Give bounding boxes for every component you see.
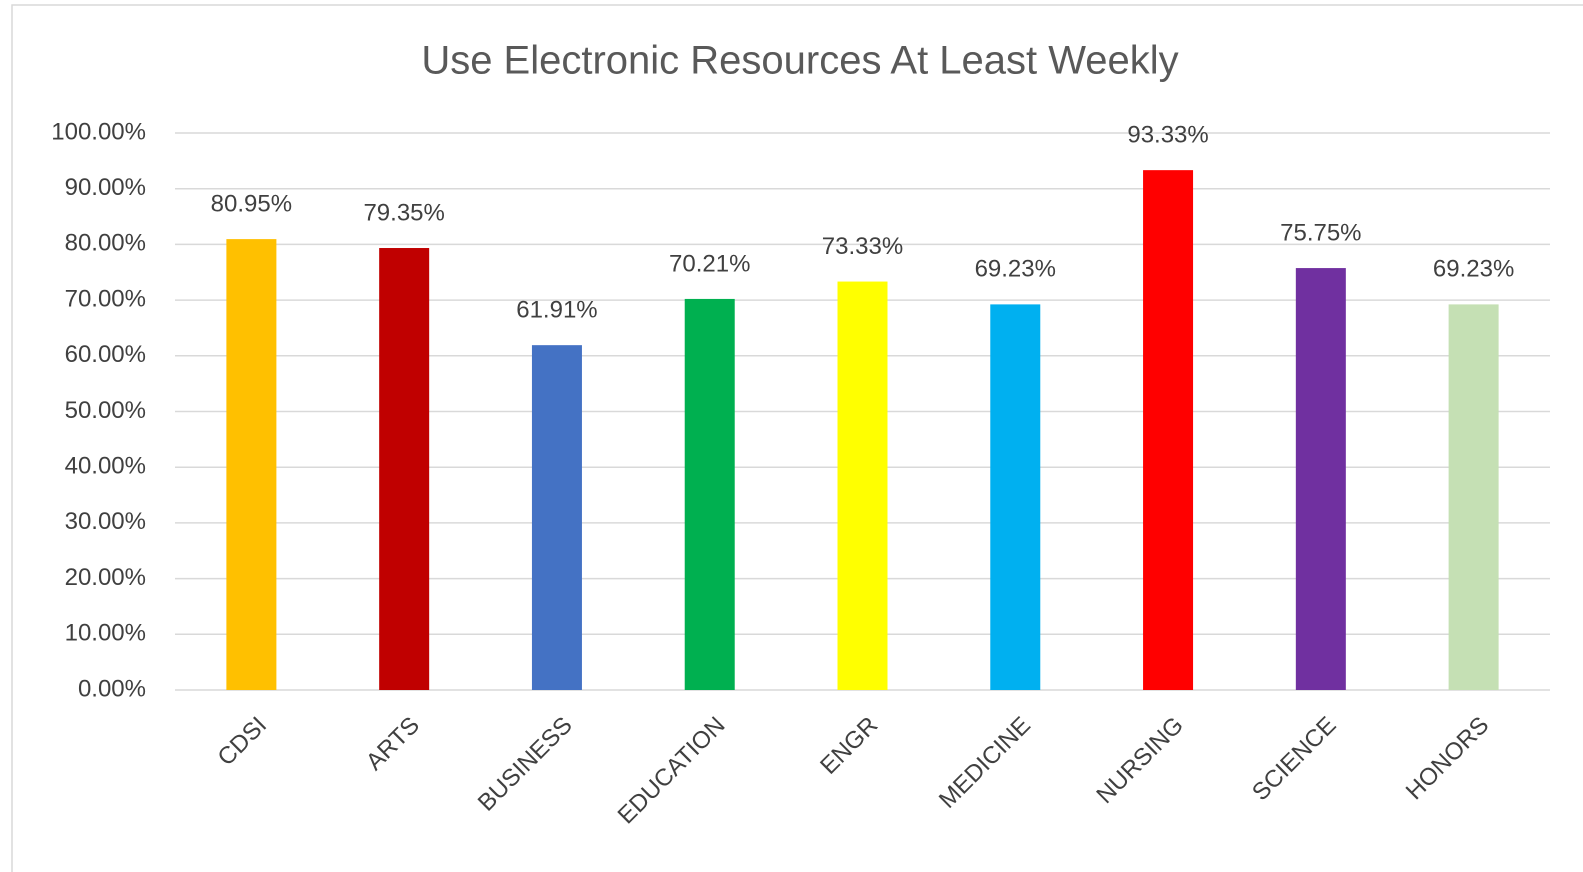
y-tick-label: 20.00% (65, 564, 146, 591)
data-label: 70.21% (669, 250, 750, 277)
data-label: 69.23% (975, 256, 1056, 283)
data-label: 69.23% (1433, 256, 1514, 283)
y-tick-label: 100.00% (51, 118, 146, 145)
bar (379, 248, 430, 690)
x-tick-label: HONORS (1401, 712, 1495, 806)
x-tick-label: MEDICINE (934, 712, 1036, 814)
y-tick-label: 80.00% (65, 230, 146, 257)
y-tick-label: 40.00% (65, 453, 146, 480)
y-tick-label: 90.00% (65, 174, 146, 201)
data-label: 80.95% (211, 190, 292, 217)
bar (226, 239, 277, 690)
x-tick-label: ENGR (815, 712, 883, 780)
x-tick-label: ARTS (361, 712, 425, 776)
x-tick-label: NURSING (1091, 712, 1188, 809)
bar (990, 304, 1041, 690)
data-label: 61.91% (516, 297, 597, 324)
data-label: 75.75% (1280, 219, 1361, 246)
bar (1143, 170, 1194, 690)
x-tick-label: CDSI (212, 712, 272, 772)
x-tick-label: BUSINESS (473, 712, 578, 817)
bar (837, 281, 888, 690)
bar (531, 345, 582, 690)
chart-frame (11, 4, 1583, 872)
y-tick-label: 0.00% (78, 675, 146, 702)
data-label: 93.33% (1127, 121, 1208, 148)
y-tick-label: 60.00% (65, 341, 146, 368)
y-tick-label: 30.00% (65, 508, 146, 535)
bar (684, 298, 735, 690)
bar (1295, 268, 1346, 690)
data-label: 73.33% (822, 233, 903, 260)
bar (1448, 304, 1499, 690)
chart-title: Use Electronic Resources At Least Weekly (421, 39, 1178, 83)
x-tick-label: SCIENCE (1247, 712, 1342, 807)
x-tick-label: EDUCATION (613, 712, 731, 830)
y-tick-label: 50.00% (65, 397, 146, 424)
y-tick-label: 10.00% (65, 620, 146, 647)
data-label: 79.35% (363, 199, 444, 226)
y-tick-label: 70.00% (65, 285, 146, 312)
